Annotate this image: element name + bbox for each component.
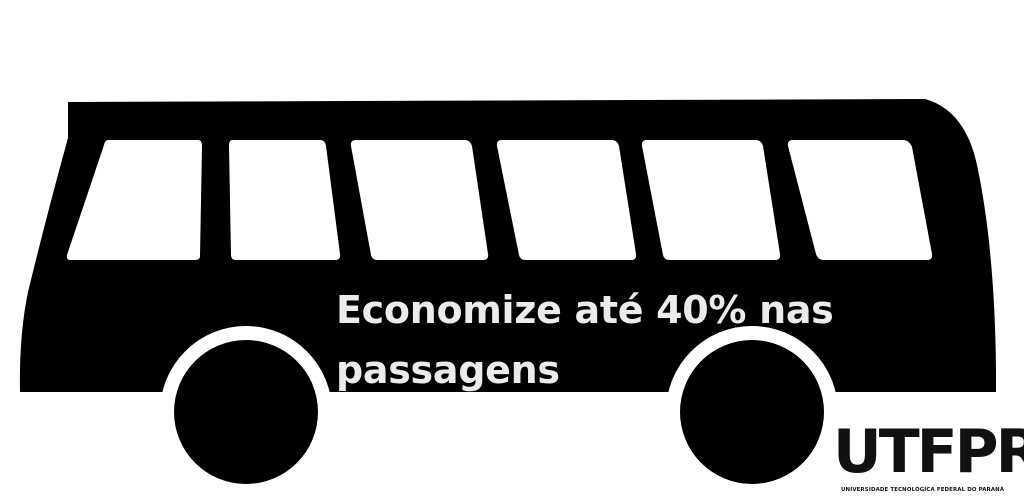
headline-line-2: passagens bbox=[336, 348, 560, 392]
logo-letters: UTFPR bbox=[833, 422, 1024, 482]
headline-line-1: Economize até 40% nas bbox=[336, 288, 834, 332]
window-4 bbox=[496, 140, 637, 260]
window-1 bbox=[66, 140, 202, 260]
logo-letter-t: T bbox=[878, 417, 920, 487]
utfpr-logo: UTFPR UNIVERSIDADE TECNOLÓGICA FEDERAL D… bbox=[833, 422, 1024, 496]
wheel-rear bbox=[174, 340, 318, 484]
window-5 bbox=[641, 140, 781, 260]
logo-letter-u: U bbox=[833, 417, 882, 487]
window-2 bbox=[229, 140, 341, 260]
logo-letters-pr: PR bbox=[954, 417, 1024, 487]
window-3 bbox=[350, 140, 489, 260]
logo-letter-f: F bbox=[916, 417, 958, 487]
wheel-front bbox=[680, 340, 824, 484]
promo-headline: Economize até 40% nas passagens bbox=[336, 280, 936, 400]
window-6 bbox=[787, 140, 933, 260]
logo-subtitle: UNIVERSIDADE TECNOLÓGICA FEDERAL DO PARA… bbox=[841, 487, 1005, 493]
